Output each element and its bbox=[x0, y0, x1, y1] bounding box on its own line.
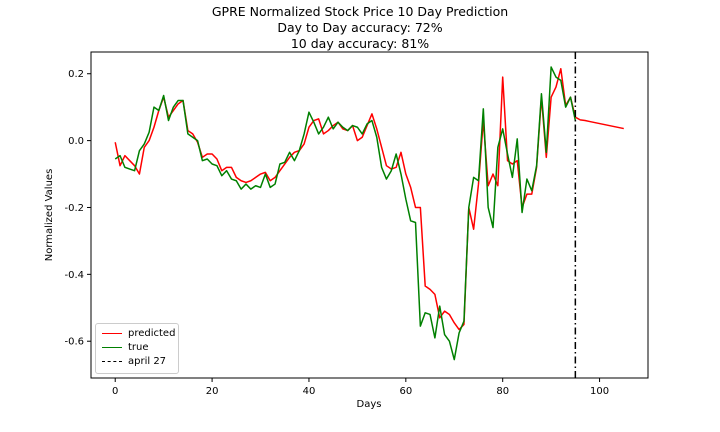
series-lines bbox=[114, 52, 624, 378]
chart-subtitle-day-accuracy: Day to Day accuracy: 72% bbox=[277, 20, 443, 35]
y-tick-label: -0.2 bbox=[64, 203, 84, 214]
x-tick-label: 100 bbox=[590, 386, 609, 397]
y-tick-label: -0.4 bbox=[64, 270, 84, 281]
legend-label-predicted: predicted bbox=[128, 328, 176, 339]
y-tick-label: 0.2 bbox=[68, 69, 84, 80]
y-axis: -0.6 -0.4 -0.2 0.0 0.2 bbox=[64, 69, 91, 348]
x-axis-label: Days bbox=[357, 399, 382, 410]
legend-label-april-27: april 27 bbox=[128, 356, 167, 367]
x-axis: 0 20 40 60 80 100 bbox=[112, 378, 609, 397]
x-tick-label: 0 bbox=[112, 386, 118, 397]
legend: predicted true april 27 bbox=[95, 323, 179, 374]
y-axis-label: Normalized Values bbox=[44, 169, 55, 262]
series-line-predicted bbox=[114, 67, 624, 331]
plot-area bbox=[90, 51, 649, 379]
y-tick-label: -0.6 bbox=[64, 337, 84, 348]
x-tick-label: 80 bbox=[496, 386, 509, 397]
x-tick-label: 60 bbox=[399, 386, 412, 397]
legend-swatch-true bbox=[102, 347, 122, 348]
chart-subtitle-10day-accuracy: 10 day accuracy: 81% bbox=[290, 36, 430, 51]
legend-label-true: true bbox=[128, 342, 149, 353]
legend-swatch-predicted bbox=[102, 333, 122, 334]
y-tick-label: 0.0 bbox=[68, 136, 84, 147]
x-tick-label: 20 bbox=[206, 386, 219, 397]
chart-title: GPRE Normalized Stock Price 10 Day Predi… bbox=[211, 4, 509, 19]
series-line-true bbox=[114, 66, 577, 361]
x-tick-label: 40 bbox=[303, 386, 316, 397]
legend-swatch-april-27 bbox=[102, 361, 122, 362]
